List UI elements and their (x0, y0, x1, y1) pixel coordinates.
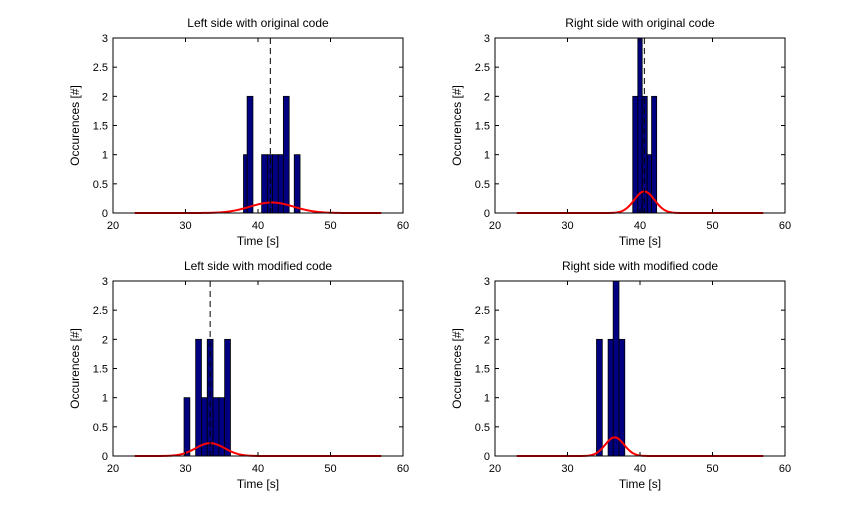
y-tick-label: 2 (484, 334, 490, 346)
y-tick-label: 0.5 (475, 422, 490, 434)
y-tick-label: 1.5 (475, 364, 490, 376)
x-tick-label: 40 (634, 220, 646, 232)
plot-area (113, 38, 403, 213)
x-tick-label: 60 (397, 220, 409, 232)
y-tick-label: 3 (102, 276, 108, 288)
x-tick-label: 30 (561, 220, 573, 232)
y-tick-label: 2.5 (93, 62, 108, 74)
chart-panel-3: 20 30 40 50 60 0 0.5 1 1.5 2 2.5 3 Left side with mo… (68, 259, 409, 491)
chart-panel-2: 20 30 40 50 60 0 0.5 1 1.5 2 2.5 3 Right side with o… (450, 16, 791, 248)
histogram-bar (272, 154, 279, 214)
histogram-bar (224, 338, 231, 457)
x-tick-label: 40 (634, 463, 646, 475)
x-tick-label: 50 (324, 220, 336, 232)
x-tick-label: 30 (179, 220, 191, 232)
x-tick-label: 40 (252, 220, 264, 232)
y-tick-label: 1.5 (475, 121, 490, 133)
y-tick-label: 0.5 (93, 422, 108, 434)
y-tick-label: 2 (484, 91, 490, 103)
histogram-bar (637, 37, 643, 214)
histogram-bar (183, 397, 191, 457)
x-tick-label: 60 (779, 220, 791, 232)
x-tick-label: 20 (107, 220, 119, 232)
histogram-bar (293, 154, 301, 214)
y-tick-label: 1.5 (93, 121, 108, 133)
histogram-bar (195, 338, 202, 457)
chart-title: Right side with modified code (562, 259, 718, 273)
y-tick-label: 0.5 (475, 179, 490, 191)
x-tick-label: 60 (397, 463, 409, 475)
x-tick-label: 20 (489, 463, 501, 475)
histogram-bar (612, 280, 620, 457)
histogram-bar (618, 338, 626, 457)
histogram-bar (646, 154, 652, 214)
chart-panel-4: 20 30 40 50 60 0 0.5 1 1.5 2 2.5 3 Right side with m… (450, 259, 791, 491)
y-tick-label: 1 (484, 150, 490, 162)
chart-title: Left side with original code (187, 16, 329, 30)
x-axis-label: Time [s] (619, 234, 661, 248)
histogram-bar (212, 397, 220, 457)
histogram-bar (201, 397, 208, 457)
y-tick-label: 2.5 (93, 305, 108, 317)
x-tick-label: 20 (489, 220, 501, 232)
histogram-bar (596, 338, 603, 457)
plot-area (113, 281, 403, 456)
histogram-bar (246, 95, 254, 214)
y-tick-label: 3 (484, 276, 490, 288)
y-tick-label: 2 (102, 91, 108, 103)
y-tick-label: 0 (484, 208, 490, 220)
y-tick-label: 3 (484, 33, 490, 45)
histogram-bar (282, 95, 290, 214)
x-tick-label: 50 (706, 220, 718, 232)
y-tick-label: 0 (102, 208, 108, 220)
histogram-bar (243, 154, 248, 214)
y-tick-label: 1 (102, 393, 108, 405)
x-tick-label: 50 (324, 463, 336, 475)
y-axis-label: Occurences [#] (68, 328, 82, 409)
y-tick-label: 2.5 (475, 62, 490, 74)
y-axis-label: Occurences [#] (450, 328, 464, 409)
y-tick-label: 1 (102, 150, 108, 162)
y-axis-label: Occurences [#] (68, 85, 82, 166)
x-tick-label: 40 (252, 463, 264, 475)
x-tick-label: 60 (779, 463, 791, 475)
histogram-bar (651, 95, 658, 214)
y-tick-label: 0 (102, 451, 108, 463)
x-tick-label: 50 (706, 463, 718, 475)
x-tick-label: 20 (107, 463, 119, 475)
y-axis-label: Occurences [#] (450, 85, 464, 166)
y-tick-label: 0.5 (93, 179, 108, 191)
chart-title: Left side with modified code (184, 259, 332, 273)
x-tick-label: 30 (179, 463, 191, 475)
y-tick-label: 3 (102, 33, 108, 45)
y-tick-label: 1.5 (93, 364, 108, 376)
y-tick-label: 2.5 (475, 305, 490, 317)
y-tick-label: 0 (484, 451, 490, 463)
x-tick-label: 30 (561, 463, 573, 475)
x-axis-label: Time [s] (237, 477, 279, 491)
chart-title: Right side with original code (565, 16, 715, 30)
y-tick-label: 1 (484, 393, 490, 405)
plot-area (495, 281, 785, 456)
chart-panel-1: 20 30 40 50 60 0 0.5 1 1.5 2 2.5 3 Left side with or… (68, 16, 409, 248)
x-axis-label: Time [s] (237, 234, 279, 248)
x-axis-label: Time [s] (619, 477, 661, 491)
y-tick-label: 2 (102, 334, 108, 346)
